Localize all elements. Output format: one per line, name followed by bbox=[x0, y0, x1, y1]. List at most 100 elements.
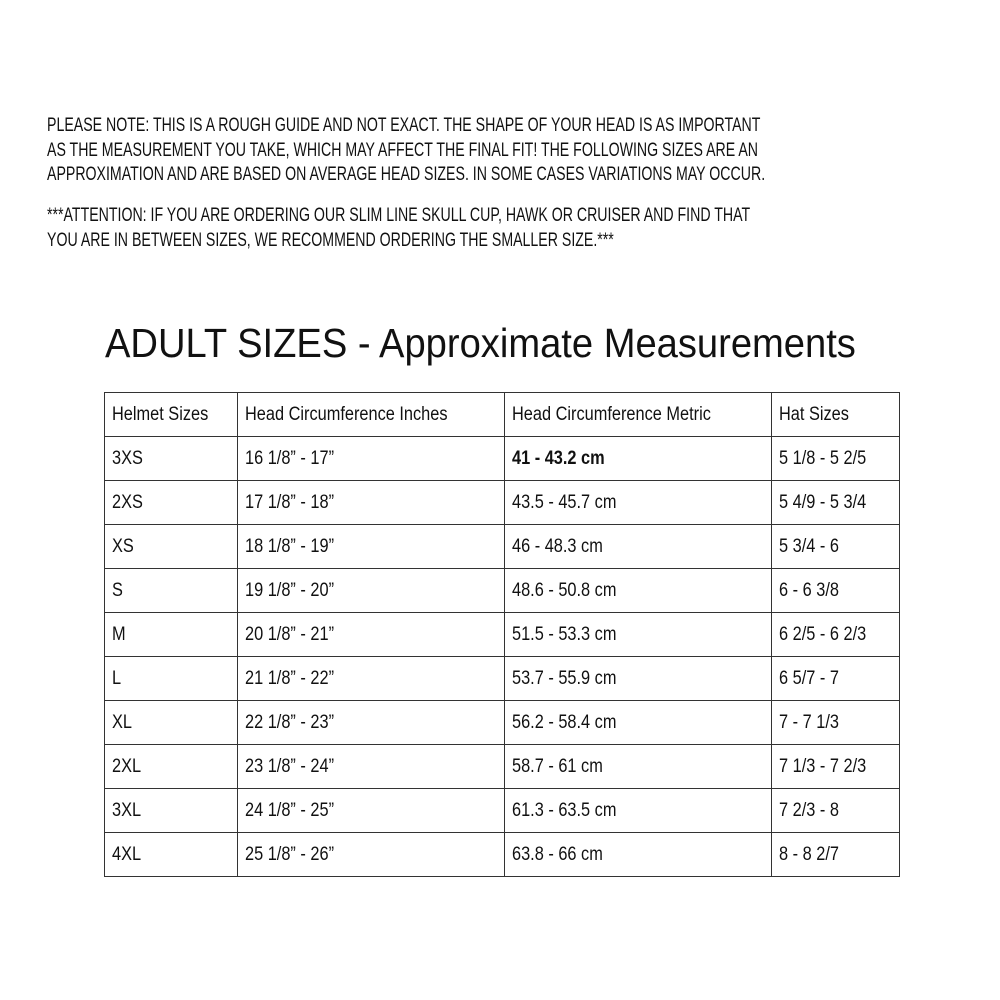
cell-inches: 23 1/8” - 24” bbox=[237, 744, 505, 789]
cell-text: 58.7 - 61 cm bbox=[512, 755, 603, 777]
cell-text: 3XS bbox=[112, 447, 143, 469]
cell-text: 18 1/8” - 19” bbox=[245, 535, 335, 557]
cell-hat-size: 7 2/3 - 8 bbox=[771, 788, 900, 833]
table-row: 4XL 25 1/8” - 26” 63.8 - 66 cm 8 - 8 2/7 bbox=[104, 832, 900, 877]
fit-disclaimer-note: PLEASE NOTE: THIS IS A ROUGH GUIDE AND N… bbox=[47, 114, 765, 188]
cell-text: S bbox=[112, 579, 123, 601]
cell-text: 53.7 - 55.9 cm bbox=[512, 667, 617, 689]
cell-inches: 20 1/8” - 21” bbox=[237, 612, 505, 657]
cell-hat-size: 6 2/5 - 6 2/3 bbox=[771, 612, 900, 657]
cell-inches: 17 1/8” - 18” bbox=[237, 480, 505, 525]
column-header-inches: Head Circumference Inches bbox=[237, 392, 505, 437]
cell-text: 41 - 43.2 cm bbox=[512, 447, 605, 469]
cell-text: 20 1/8” - 21” bbox=[245, 623, 335, 645]
cell-text: 25 1/8” - 26” bbox=[245, 843, 335, 865]
cell-metric: 43.5 - 45.7 cm bbox=[504, 480, 772, 525]
note-line: YOU ARE IN BETWEEN SIZES, WE RECOMMEND O… bbox=[47, 229, 614, 251]
cell-text: 24 1/8” - 25” bbox=[245, 799, 335, 821]
cell-metric: 61.3 - 63.5 cm bbox=[504, 788, 772, 833]
table-row: 2XS 17 1/8” - 18” 43.5 - 45.7 cm 5 4/9 - 5 … bbox=[104, 480, 900, 525]
cell-text: 5 1/8 - 5 2/5 bbox=[779, 447, 867, 469]
table-row: 3XS 16 1/8” - 17” 41 - 43.2 cm 5 1/8 - 5 2/… bbox=[104, 436, 900, 481]
cell-inches: 21 1/8” - 22” bbox=[237, 656, 505, 701]
cell-metric: 46 - 48.3 cm bbox=[504, 524, 772, 569]
note-line: PLEASE NOTE: THIS IS A ROUGH GUIDE AND N… bbox=[47, 115, 761, 136]
cell-inches: 19 1/8” - 20” bbox=[237, 568, 505, 613]
column-header-metric: Head Circumference Metric bbox=[504, 392, 772, 437]
cell-text: 17 1/8” - 18” bbox=[245, 491, 335, 513]
cell-metric: 56.2 - 58.4 cm bbox=[504, 700, 772, 745]
table-row: 2XL 23 1/8” - 24” 58.7 - 61 cm 7 1/3 - 7 2/… bbox=[104, 744, 900, 789]
cell-text: 5 3/4 - 6 bbox=[779, 535, 839, 557]
cell-text: 46 - 48.3 cm bbox=[512, 535, 603, 557]
cell-hat-size: 5 1/8 - 5 2/5 bbox=[771, 436, 900, 481]
cell-helmet-size: XS bbox=[104, 524, 238, 569]
table-row: XL 22 1/8” - 23” 56.2 - 58.4 cm 7 - 7 1/3 bbox=[104, 700, 900, 745]
cell-text: 7 - 7 1/3 bbox=[779, 711, 839, 733]
note-line: APPROXIMATION AND ARE BASED ON AVERAGE H… bbox=[47, 164, 766, 185]
cell-helmet-size: M bbox=[104, 612, 238, 657]
cell-text: M bbox=[112, 623, 126, 645]
cell-text: 7 2/3 - 8 bbox=[779, 799, 839, 821]
cell-text: 16 1/8” - 17” bbox=[245, 447, 335, 469]
cell-hat-size: 6 5/7 - 7 bbox=[771, 656, 900, 701]
table-row: S 19 1/8” - 20” 48.6 - 50.8 cm 6 - 6 3/8 bbox=[104, 568, 900, 613]
cell-hat-size: 5 4/9 - 5 3/4 bbox=[771, 480, 900, 525]
table-row: 3XL 24 1/8” - 25” 61.3 - 63.5 cm 7 2/3 - 8 bbox=[104, 788, 900, 833]
note-line: ***ATTENTION: IF YOU ARE ORDERING OUR SL… bbox=[47, 205, 751, 226]
cell-text: XL bbox=[112, 711, 132, 733]
table-row: L 21 1/8” - 22” 53.7 - 55.9 cm 6 5/7 - 7 bbox=[104, 656, 900, 701]
cell-text: L bbox=[112, 667, 122, 689]
cell-helmet-size: 2XL bbox=[104, 744, 238, 789]
cell-text: 61.3 - 63.5 cm bbox=[512, 799, 617, 821]
cell-text: 2XL bbox=[112, 755, 142, 777]
cell-helmet-size: 3XS bbox=[104, 436, 238, 481]
cell-text: 6 - 6 3/8 bbox=[779, 579, 839, 601]
cell-helmet-size: 3XL bbox=[104, 788, 238, 833]
note-line: AS THE MEASUREMENT YOU TAKE, WHICH MAY A… bbox=[47, 139, 759, 161]
cell-text: 56.2 - 58.4 cm bbox=[512, 711, 617, 733]
column-header-label: Hat Sizes bbox=[779, 403, 849, 425]
cell-text: 51.5 - 53.3 cm bbox=[512, 623, 617, 645]
cell-metric: 63.8 - 66 cm bbox=[504, 832, 772, 877]
cell-hat-size: 7 1/3 - 7 2/3 bbox=[771, 744, 900, 789]
column-header-label: Head Circumference Metric bbox=[512, 403, 711, 425]
column-header-label: Head Circumference Inches bbox=[245, 403, 448, 425]
page-title: ADULT SIZES - Approximate Measurements bbox=[105, 320, 856, 366]
cell-text: 8 - 8 2/7 bbox=[779, 843, 839, 865]
cell-text: 6 2/5 - 6 2/3 bbox=[779, 623, 867, 645]
cell-text: 3XL bbox=[112, 799, 142, 821]
cell-helmet-size: XL bbox=[104, 700, 238, 745]
column-header-helmet-size: Helmet Sizes bbox=[104, 392, 238, 437]
cell-inches: 25 1/8” - 26” bbox=[237, 832, 505, 877]
cell-hat-size: 6 - 6 3/8 bbox=[771, 568, 900, 613]
cell-hat-size: 7 - 7 1/3 bbox=[771, 700, 900, 745]
cell-metric: 48.6 - 50.8 cm bbox=[504, 568, 772, 613]
table-row: XS 18 1/8” - 19” 46 - 48.3 cm 5 3/4 - 6 bbox=[104, 524, 900, 569]
cell-inches: 24 1/8” - 25” bbox=[237, 788, 505, 833]
cell-inches: 22 1/8” - 23” bbox=[237, 700, 505, 745]
table-row: M 20 1/8” - 21” 51.5 - 53.3 cm 6 2/5 - 6 2/… bbox=[104, 612, 900, 657]
cell-metric: 53.7 - 55.9 cm bbox=[504, 656, 772, 701]
cell-text: 43.5 - 45.7 cm bbox=[512, 491, 617, 513]
cell-text: XS bbox=[112, 535, 134, 557]
cell-text: 4XL bbox=[112, 843, 142, 865]
cell-text: 23 1/8” - 24” bbox=[245, 755, 335, 777]
cell-metric: 41 - 43.2 cm bbox=[504, 436, 772, 481]
cell-inches: 16 1/8” - 17” bbox=[237, 436, 505, 481]
cell-helmet-size: S bbox=[104, 568, 238, 613]
size-chart-table: Helmet Sizes Head Circumference Inches Hea… bbox=[104, 392, 900, 877]
cell-hat-size: 8 - 8 2/7 bbox=[771, 832, 900, 877]
cell-text: 19 1/8” - 20” bbox=[245, 579, 335, 601]
cell-hat-size: 5 3/4 - 6 bbox=[771, 524, 900, 569]
cell-helmet-size: 2XS bbox=[104, 480, 238, 525]
cell-helmet-size: L bbox=[104, 656, 238, 701]
cell-text: 2XS bbox=[112, 491, 143, 513]
cell-text: 6 5/7 - 7 bbox=[779, 667, 839, 689]
cell-metric: 51.5 - 53.3 cm bbox=[504, 612, 772, 657]
cell-text: 5 4/9 - 5 3/4 bbox=[779, 491, 867, 513]
cell-inches: 18 1/8” - 19” bbox=[237, 524, 505, 569]
attention-note: ***ATTENTION: IF YOU ARE ORDERING OUR SL… bbox=[47, 204, 750, 253]
cell-text: 22 1/8” - 23” bbox=[245, 711, 335, 733]
cell-text: 63.8 - 66 cm bbox=[512, 843, 603, 865]
